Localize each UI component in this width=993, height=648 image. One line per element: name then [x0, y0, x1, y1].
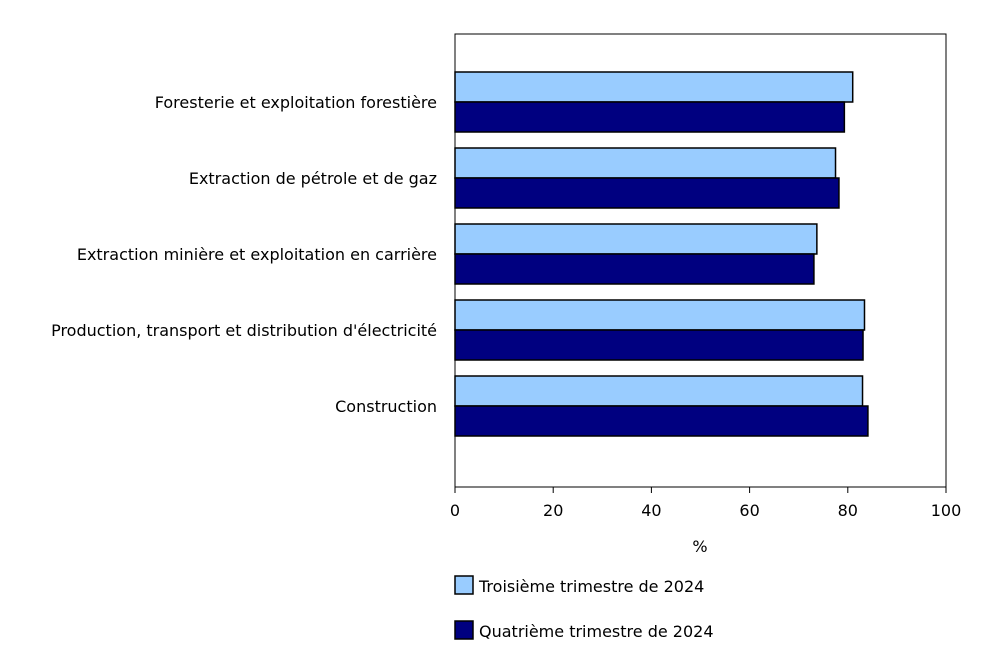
bar-q4 — [454, 253, 815, 285]
x-tick-label: 60 — [739, 501, 759, 520]
category-label: Foresterie et exploitation forestière — [155, 93, 437, 112]
x-tick-label: 100 — [931, 501, 962, 520]
x-tick-label: 40 — [641, 501, 661, 520]
bar-q4 — [454, 101, 846, 133]
x-tick-label: 0 — [450, 501, 460, 520]
x-axis-label: % — [692, 537, 707, 556]
category-label: Production, transport et distribution d'… — [51, 321, 437, 340]
legend-label: Quatrième trimestre de 2024 — [479, 622, 714, 641]
x-tick-label: 20 — [543, 501, 563, 520]
bar-q3 — [454, 299, 866, 331]
category-label: Extraction minière et exploitation en ca… — [77, 245, 437, 264]
legend-label: Troisième trimestre de 2024 — [478, 577, 704, 596]
bar-q4 — [454, 405, 869, 437]
category-label: Construction — [335, 397, 437, 416]
legend-swatch — [454, 575, 474, 595]
bar-q3 — [454, 147, 837, 179]
bar-q4 — [454, 177, 840, 209]
bar-q4 — [454, 329, 864, 361]
x-tick-label: 80 — [838, 501, 858, 520]
bar-q3 — [454, 223, 818, 255]
category-label: Extraction de pétrole et de gaz — [189, 169, 437, 188]
bar-q3 — [454, 71, 854, 103]
legend-swatch — [454, 620, 474, 640]
bar-q3 — [454, 375, 864, 407]
